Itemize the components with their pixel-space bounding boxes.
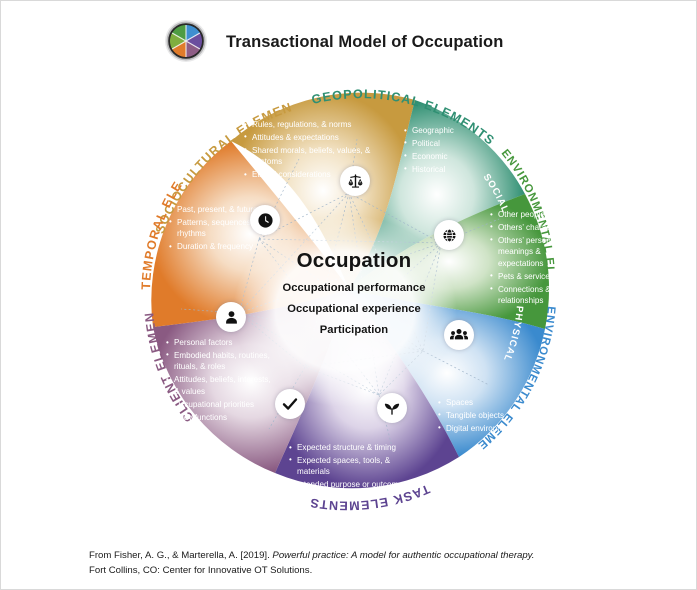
source-caption: From Fisher, A. G., & Marterella, A. [20…	[89, 549, 634, 579]
bullet-item: Body functions	[166, 411, 276, 423]
centre-heading: Occupation	[296, 249, 412, 272]
bullet-item: Past, present, & future	[169, 203, 264, 215]
bullet-item: Others’ characteristics	[490, 221, 586, 233]
bullet-item: Rules, regulations, & norms	[244, 118, 374, 130]
caption-line-2: Fort Collins, CO: Center for Innovative …	[89, 564, 313, 576]
bullet-item: Expected structure & timing	[289, 441, 409, 453]
centre-text: Occupation Occupational performance Occu…	[249, 249, 459, 336]
person-icon	[216, 302, 246, 332]
page-title: Transactional Model of Occupation	[226, 33, 504, 51]
clock-icon	[250, 205, 280, 235]
bullet-item: Attitudes & expectations	[244, 131, 374, 143]
bullet-item: Others’ personal meanings & expectations	[490, 234, 586, 269]
caption-line-1: From Fisher, A. G., & Marterella, A. [20…	[89, 549, 634, 564]
centre-line-3: Participation	[319, 324, 389, 336]
bullet-item: Patterns, sequences, & rhythms	[169, 216, 264, 240]
bullets-geopolitical: GeographicPoliticalEconomicHistorical	[404, 124, 504, 177]
bullets-environmental-social: Other peopleOthers’ characteristicsOther…	[490, 208, 586, 308]
bullet-item: Tangible objects	[438, 409, 538, 421]
bullet-item: Pets & service animals	[490, 270, 586, 282]
bullets-temporal: Past, present, & futurePatterns, sequenc…	[169, 203, 264, 254]
bullet-item: Political	[404, 137, 504, 149]
bullet-item: Historical	[404, 163, 504, 175]
bullet-item: Embodied habits, routines, rituals, & ro…	[166, 349, 276, 373]
bullet-item: Shared morals, beliefs, values, & custom…	[244, 144, 374, 168]
scales-icon	[340, 166, 370, 196]
bullet-item: Economic	[404, 150, 504, 162]
bullet-item: Expected spaces, tools, & materials	[289, 454, 409, 478]
bullet-item: Geographic	[404, 124, 504, 136]
globe-icon	[434, 220, 464, 250]
caption-prefix: From Fisher, A. G., & Marterella, A. [20…	[89, 550, 273, 561]
bullet-item: Attitudes, beliefs, interests, & values	[166, 374, 276, 397]
bullet-item: Occupational priorities	[166, 398, 276, 410]
bullets-task: Expected structure & timingExpected spac…	[289, 441, 409, 492]
seedling-icon	[377, 393, 407, 423]
bullet-item: Ethical considerations	[244, 169, 374, 181]
bullet-item: Personal factors	[166, 336, 276, 348]
caption-title: Powerful practice: A model for authentic…	[272, 550, 535, 561]
pinwheel-logo	[164, 19, 208, 63]
bullets-environmental-physical: SpacesTangible objectsDigital environmen…	[438, 396, 538, 436]
people-group-icon	[444, 320, 474, 350]
core-glow	[233, 215, 457, 407]
bullet-item: Duration & frequency	[169, 241, 264, 253]
bullets-sociocultural: Rules, regulations, & normsAttitudes & e…	[244, 118, 374, 182]
centre-line-1: Occupational performance	[282, 282, 426, 294]
centre-line-2: Occupational experience	[287, 303, 421, 315]
page-header: Transactional Model of Occupation	[1, 9, 697, 65]
bullet-item: Intended purpose or outcome	[289, 479, 409, 491]
bullet-item: Other people	[490, 208, 586, 220]
check-icon	[275, 389, 305, 419]
bullets-client: Personal factorsEmbodied habits, routine…	[166, 336, 276, 425]
bullet-item: Connections & relationships	[490, 283, 586, 307]
bullet-item: Spaces	[438, 396, 538, 408]
bullet-item: Digital environments	[438, 422, 538, 434]
